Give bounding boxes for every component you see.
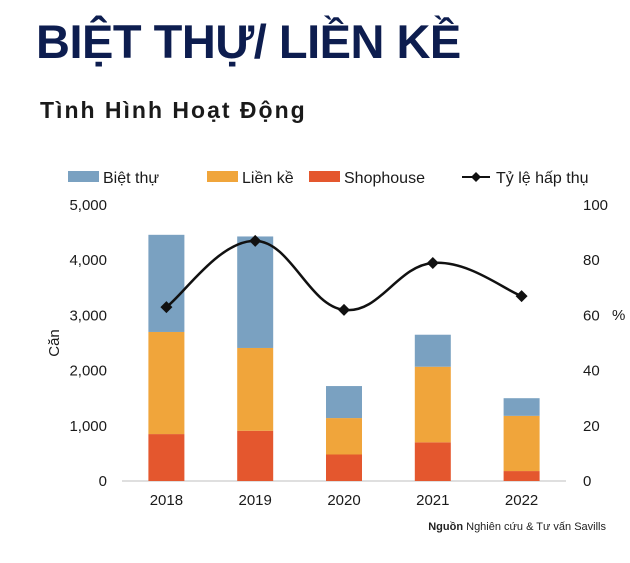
bar-segment-lien-ke xyxy=(148,331,185,435)
bar-segment-lien-ke xyxy=(414,366,451,443)
legend-diamond-marker xyxy=(471,172,481,182)
bar-segment-biet-thu xyxy=(503,398,540,416)
y2-tick-label: 80 xyxy=(583,252,600,269)
y2-tick-label: 60 xyxy=(583,307,600,324)
page-title: BIỆT THỰ/ LIỀN KỀ xyxy=(36,15,461,68)
x-tick-label: 2020 xyxy=(327,492,360,509)
bar-segment-shophouse xyxy=(326,454,362,481)
bar-segment-shophouse xyxy=(237,430,274,481)
y-tick-label: 2,000 xyxy=(69,363,107,380)
legend-swatch-lien-ke xyxy=(207,171,238,182)
bar-segment-biet-thu xyxy=(237,236,274,348)
absorption-rate-marker xyxy=(338,303,350,316)
y-tick-label: 5,000 xyxy=(69,197,107,214)
bar-segment-lien-ke xyxy=(326,418,362,455)
absorption-rate-marker xyxy=(515,290,528,303)
source-label: Nguồn xyxy=(428,521,464,533)
source-text: Nghiên cứu & Tư vấn Savills xyxy=(466,521,606,533)
y2-tick-label: 0 xyxy=(583,473,591,490)
bar-segment-biet-thu xyxy=(326,386,362,419)
absorption-rate-marker xyxy=(426,256,439,269)
y-tick-label: 0 xyxy=(99,473,107,490)
legend-label-biet-thu: Biệt thự xyxy=(103,170,159,187)
legend-label-ty-le-hap-thu: Tỷ lệ hấp thụ xyxy=(496,170,589,187)
y-tick-label: 1,000 xyxy=(69,418,107,435)
bar-segment-shophouse xyxy=(503,471,540,481)
x-tick-label: 2021 xyxy=(416,492,449,509)
x-tick-label: 2022 xyxy=(505,492,538,509)
absorption-rate-marker xyxy=(160,301,173,314)
y-tick-label: 4,000 xyxy=(69,252,107,269)
bar-segment-lien-ke xyxy=(503,415,540,472)
legend-swatch-shophouse xyxy=(309,171,340,182)
absorption-rate-marker xyxy=(249,234,262,247)
bar-segment-biet-thu xyxy=(148,234,185,332)
y2-tick-label: 100 xyxy=(583,197,608,214)
bar-segment-biet-thu xyxy=(414,334,451,367)
bar-segment-shophouse xyxy=(414,442,451,481)
y-axis-title: Căn xyxy=(46,329,63,357)
legend-label-lien-ke: Liền kề xyxy=(242,170,294,187)
x-tick-label: 2018 xyxy=(150,492,183,509)
chart-subtitle: Tình Hình Hoạt Động xyxy=(40,97,307,123)
stacked-bar-line-chart: Biệt thự Liền kề Shophouse Tỷ lệ hấp thụ 0 1,… xyxy=(46,170,625,509)
y2-tick-label: 20 xyxy=(583,418,600,435)
bar-segment-shophouse xyxy=(148,434,185,481)
legend-swatch-biet-thu xyxy=(68,171,99,182)
source-note: Nguồn Nghiên cứu & Tư vấn Savills xyxy=(428,521,606,533)
absorption-rate-line xyxy=(165,239,523,312)
y2-axis-title: % xyxy=(612,307,625,324)
legend-label-shophouse: Shophouse xyxy=(344,170,425,187)
y-tick-label: 3,000 xyxy=(69,307,107,324)
x-tick-label: 2019 xyxy=(239,492,272,509)
bar-segment-lien-ke xyxy=(237,347,274,431)
y2-tick-label: 40 xyxy=(583,363,600,380)
